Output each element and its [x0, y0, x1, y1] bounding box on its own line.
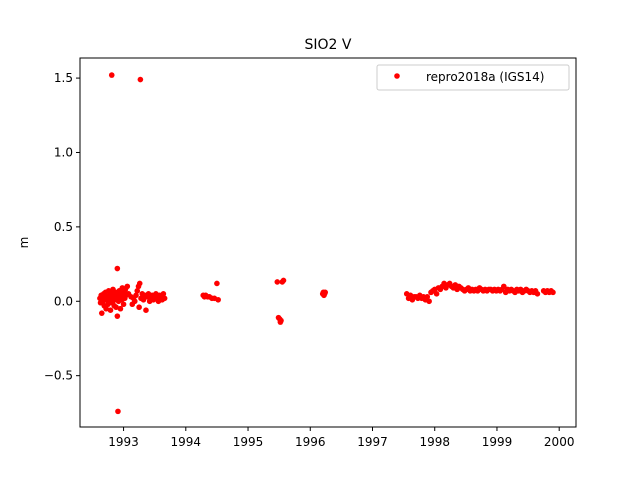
x-tick-label: 1997: [357, 435, 388, 449]
data-point: [117, 305, 124, 312]
data-point: [103, 305, 109, 312]
y-axis: −0.5 0.0 0.5 1.0 1.5: [44, 71, 80, 383]
data-point: [124, 283, 131, 290]
data-point: [137, 76, 144, 83]
chart-title: SIO2 V: [305, 37, 352, 53]
y-tick-label: 0.5: [54, 220, 73, 234]
y-axis-label: m: [17, 237, 31, 249]
data-point: [134, 288, 141, 294]
y-tick-label: 1.0: [54, 145, 73, 159]
data-point: [140, 296, 147, 303]
data-point: [274, 279, 281, 285]
data-point: [322, 289, 329, 296]
y-tick-label: 0.0: [54, 294, 73, 308]
data-point: [115, 408, 121, 415]
data-point: [160, 291, 167, 297]
data-point: [131, 298, 138, 305]
legend-box: [376, 64, 570, 91]
data-point: [107, 307, 114, 314]
x-tick-label: 1995: [233, 435, 264, 449]
data-point: [114, 265, 121, 272]
data-point: [133, 292, 139, 299]
data-point: [280, 277, 287, 284]
x-tick-label: 1996: [295, 435, 326, 449]
x-tick-label: 2000: [544, 435, 575, 449]
y-tick-label: −0.5: [44, 369, 73, 383]
data-point: [114, 313, 121, 319]
data-point: [136, 304, 142, 311]
data-point: [161, 295, 168, 302]
plot-frame: [79, 57, 577, 428]
legend: repro2018a (IGS14): [376, 64, 570, 91]
data-point: [136, 280, 143, 287]
x-tick-label: 1999: [482, 435, 513, 449]
x-tick-label: 1993: [108, 435, 139, 449]
data-point: [534, 291, 541, 297]
x-axis: 1993 1994 1995 1996 1997 1998 1999 2000: [108, 427, 574, 449]
data-point: [98, 310, 105, 316]
x-tick-label: 1994: [171, 435, 202, 449]
data-point: [426, 298, 432, 305]
data-point: [120, 301, 127, 308]
data-point: [424, 294, 431, 300]
data-point: [278, 317, 284, 324]
data-point: [143, 307, 149, 314]
data-point: [501, 283, 507, 290]
data-point: [113, 304, 119, 311]
scatter-points: [97, 72, 556, 415]
legend-marker: [394, 73, 400, 79]
data-point: [108, 72, 115, 78]
data-point: [214, 280, 220, 287]
y-tick-label: 1.5: [54, 71, 73, 85]
legend-label: repro2018a (IGS14): [426, 70, 544, 84]
x-tick-label: 1998: [419, 435, 450, 449]
data-point: [433, 291, 440, 297]
data-point: [215, 296, 221, 303]
data-point: [550, 289, 556, 296]
